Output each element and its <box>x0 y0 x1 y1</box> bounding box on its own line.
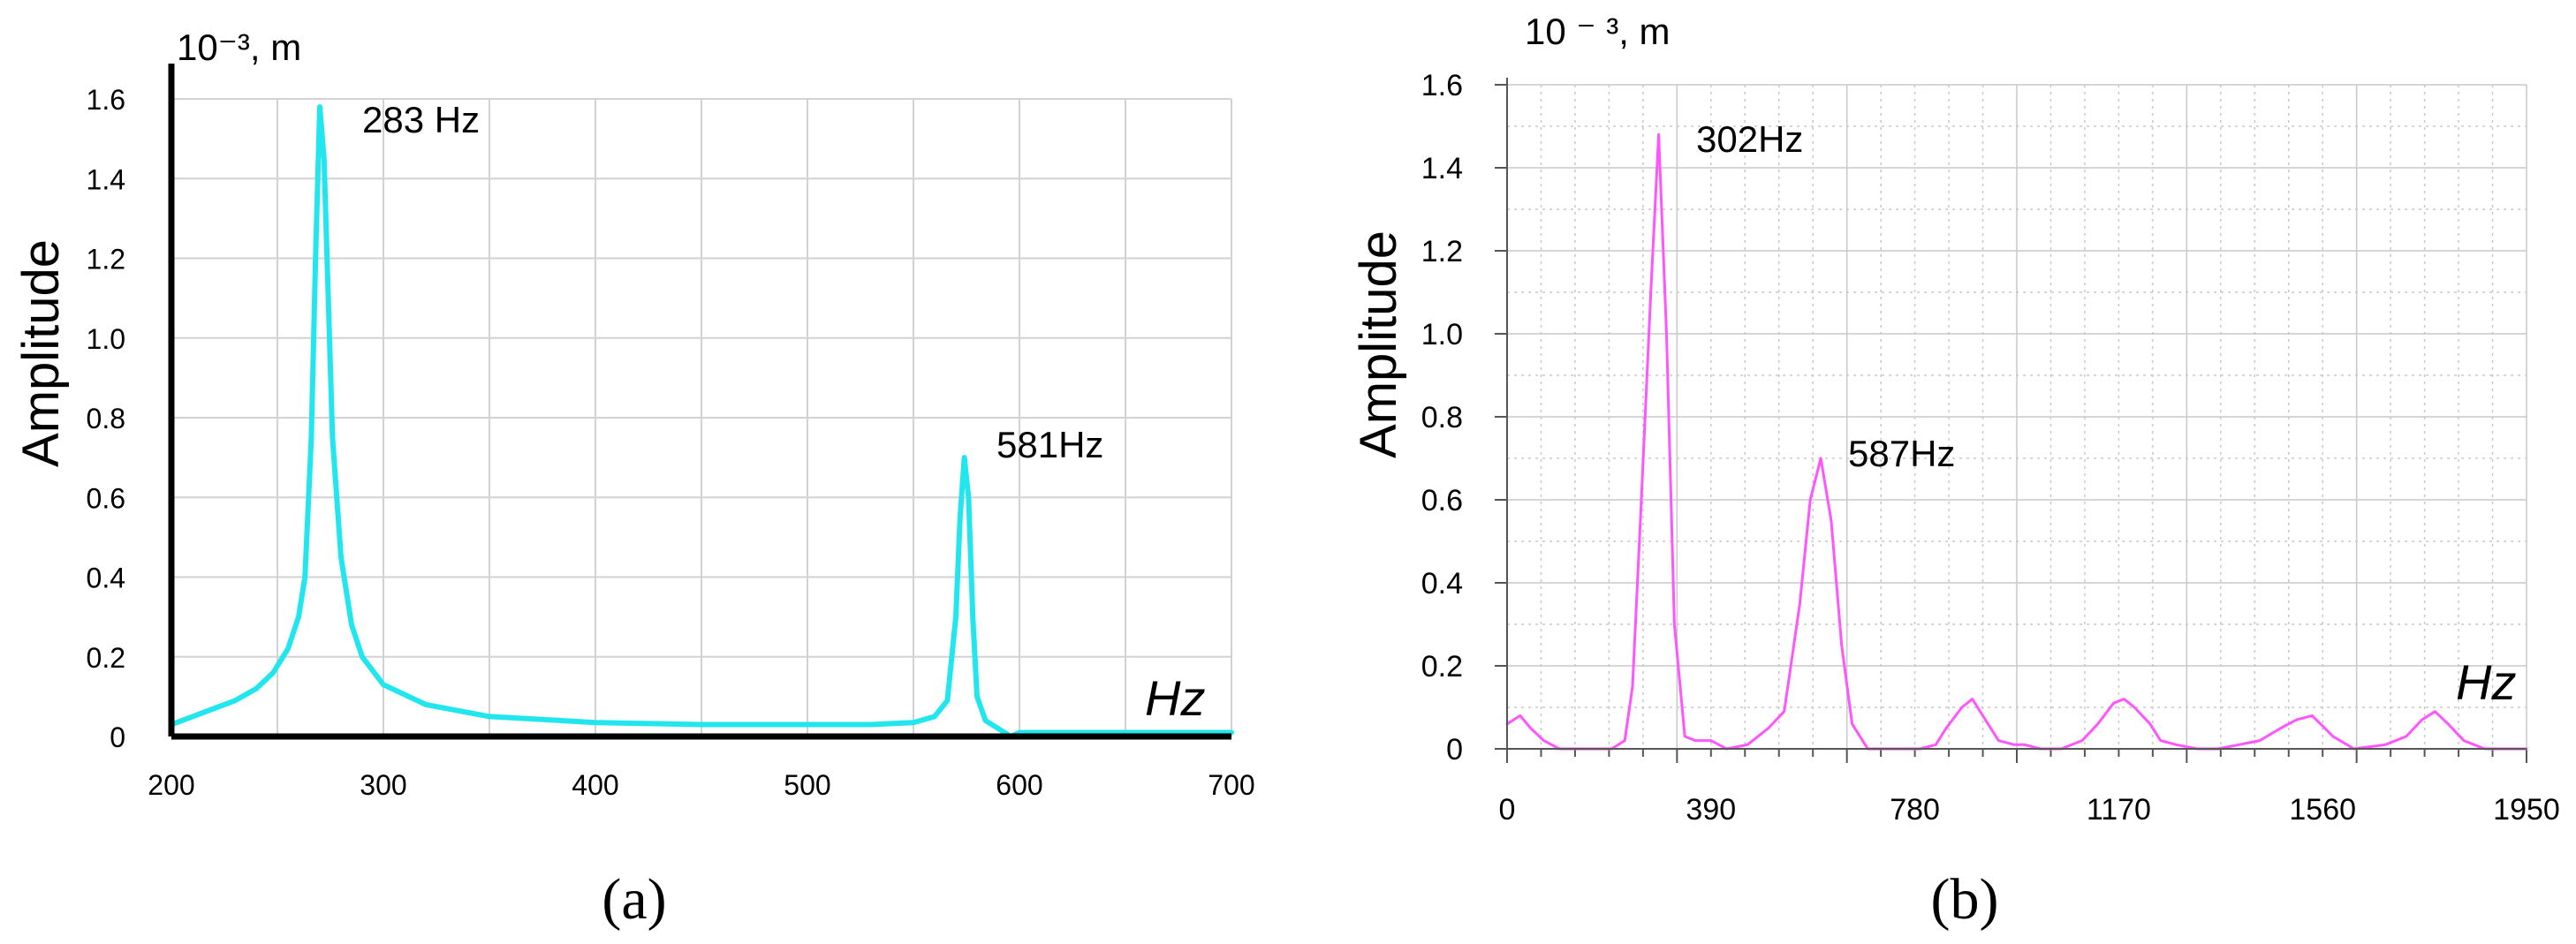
panel-a-unit-label: 10⁻³, m <box>177 26 301 68</box>
panel-a-peak-annotation-2: 581Hz <box>996 424 1103 465</box>
x-tick-label: 600 <box>996 769 1042 801</box>
x-tick-label: 500 <box>784 769 830 801</box>
panel-b-caption: (b) <box>1931 867 1999 932</box>
panel-b-y-ticks: 0 0.2 0.4 0.6 0.8 1.0 1.2 1.4 1.6 <box>1421 69 1507 767</box>
y-tick-label: 0.8 <box>87 403 125 434</box>
panel-a-x-axis-label: Hz <box>1145 670 1205 726</box>
x-tick-label: 700 <box>1208 769 1254 801</box>
panel-a-chart: 0 0.2 0.4 0.6 0.8 1.0 1.2 1.4 1.6 200 300 400 500 60… <box>12 26 1255 932</box>
panel-b-unit-label: 10 ⁻ ³, m <box>1525 11 1671 52</box>
y-tick-label: 0 <box>110 721 125 753</box>
panel-a-y-axis-label: Amplitude <box>12 239 70 467</box>
panel-b-x-ticks: 0 390 780 1170 1560 1950 <box>1499 749 2560 827</box>
y-tick-label: 0 <box>1446 733 1463 767</box>
x-tick-label: 1560 <box>2289 793 2356 827</box>
panel-a-series-line <box>169 104 1234 739</box>
panel-b-y-axis-label: Amplitude <box>1350 230 1407 458</box>
y-tick-label: 1.0 <box>1421 318 1463 351</box>
x-tick-label: 1170 <box>2087 793 2151 827</box>
y-tick-label: 0.4 <box>1421 567 1463 600</box>
panel-b-chart: 0 0.2 0.4 0.6 0.8 1.0 1.2 1.4 1.6 0 390 780 1170 156… <box>1350 11 2560 932</box>
panel-b-x-axis-label: Hz <box>2456 654 2516 710</box>
panel-a-grid <box>171 98 1232 736</box>
y-tick-label: 1.0 <box>87 323 125 355</box>
x-tick-label: 300 <box>360 769 406 801</box>
panel-a-y-ticks: 0 0.2 0.4 0.6 0.8 1.0 1.2 1.4 1.6 <box>87 84 125 753</box>
y-tick-label: 0.8 <box>1421 401 1463 434</box>
y-tick-label: 1.2 <box>87 244 125 276</box>
x-tick-label: 1950 <box>2493 793 2560 827</box>
panel-b-peak-annotation-1: 302Hz <box>1696 118 1803 160</box>
panel-a-caption: (a) <box>602 867 666 932</box>
x-tick-label: 0 <box>1499 793 1516 827</box>
x-tick-label: 390 <box>1686 793 1736 827</box>
x-tick-label: 400 <box>572 769 618 801</box>
y-tick-label: 1.6 <box>87 84 125 116</box>
y-tick-label: 1.2 <box>1421 235 1463 268</box>
y-tick-label: 1.4 <box>1421 152 1463 185</box>
y-tick-label: 1.4 <box>87 163 125 195</box>
y-tick-label: 0.2 <box>1421 650 1463 683</box>
y-tick-label: 0.2 <box>87 642 125 674</box>
y-tick-label: 0.4 <box>87 563 125 594</box>
x-tick-label: 200 <box>148 769 194 801</box>
panel-b-peak-annotation-2: 587Hz <box>1848 433 1955 474</box>
x-tick-label: 780 <box>1890 793 1940 827</box>
panel-b-grid <box>1507 84 2527 749</box>
y-tick-label: 1.6 <box>1421 69 1463 102</box>
y-tick-label: 0.6 <box>87 482 125 514</box>
panel-a-peak-annotation-1: 283 Hz <box>362 99 480 140</box>
y-tick-label: 0.6 <box>1421 484 1463 517</box>
panel-a-x-ticks: 200 300 400 500 600 700 <box>148 769 1254 801</box>
panel-b-series-line <box>1505 132 2528 751</box>
